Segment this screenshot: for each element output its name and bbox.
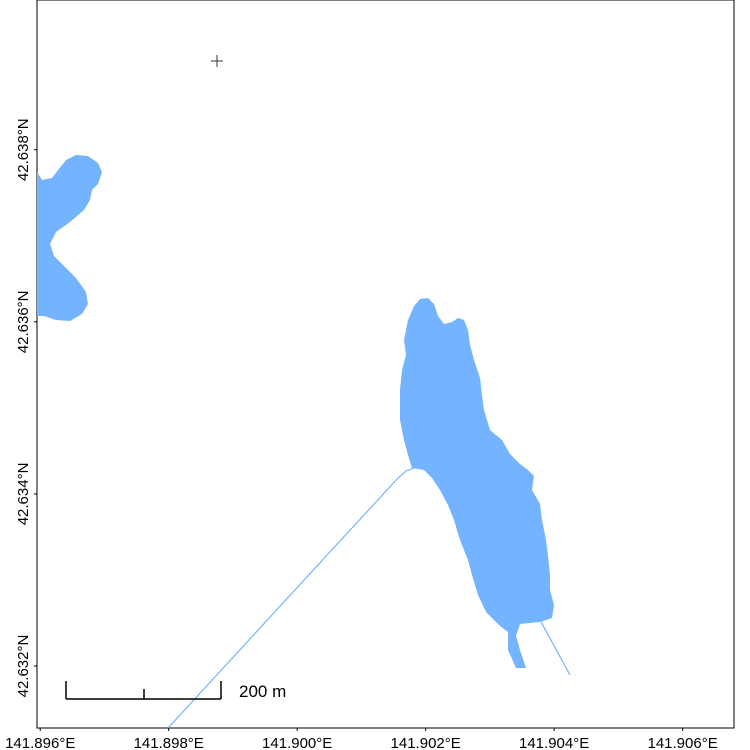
y-tick-label: 42.632°N <box>15 635 32 698</box>
scale-bar <box>65 681 222 700</box>
scale-bar-label: 200 m <box>239 682 286 701</box>
water <box>37 155 554 668</box>
stream <box>167 467 415 729</box>
center-cross <box>211 55 223 67</box>
map-frame <box>36 0 735 729</box>
x-tick-label: 141.904°E <box>519 735 589 750</box>
y-tick-label: 42.638°N <box>15 118 32 181</box>
y-tick-label: 42.634°N <box>15 463 32 526</box>
x-tick-label: 141.896°E <box>5 735 75 750</box>
streams <box>167 467 571 729</box>
x-tick-label: 141.900°E <box>262 735 332 750</box>
lake-right <box>400 298 554 668</box>
x-tick-label: 141.902°E <box>391 735 461 750</box>
stream <box>539 619 571 676</box>
x-tick-label: 141.898°E <box>134 735 204 750</box>
y-tick-label: 42.636°N <box>15 290 32 353</box>
x-tick-label: 141.906°E <box>647 735 717 750</box>
lake-left <box>37 155 102 321</box>
